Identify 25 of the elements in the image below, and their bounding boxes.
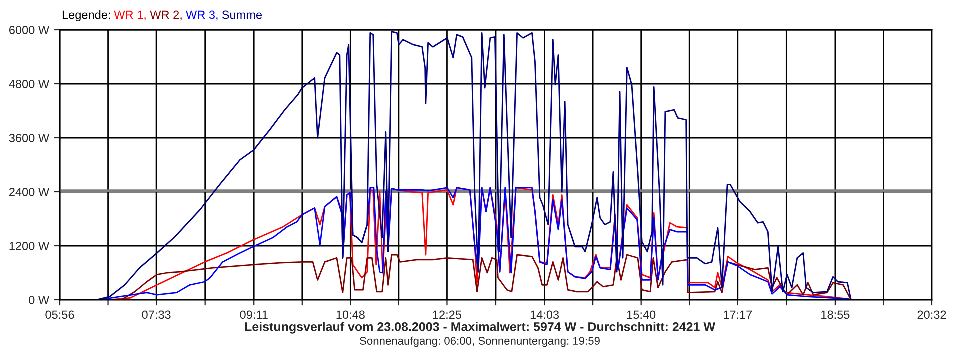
x-tick-label: 20:32: [918, 310, 946, 320]
text: WR 1,: [114, 10, 146, 21]
y-tick-label: 1200 W: [10, 242, 50, 250]
y-tick-label: 2400 W: [9, 188, 50, 196]
line-series: [122, 254, 852, 300]
x-tick-label: 17:17: [724, 310, 752, 319]
x-tick-label: 18:55: [822, 310, 850, 320]
x-tick-label: 14:03: [530, 310, 560, 320]
y-tick-label: 3600 W: [9, 134, 50, 142]
x-tick-label: 05:56: [46, 310, 74, 320]
x-tick-label: 15:40: [627, 310, 656, 320]
x-tick-label: 12:25: [433, 310, 462, 320]
text: Summe: [222, 10, 262, 20]
x-tick-label: 07:33: [142, 310, 171, 320]
y-tick-label: 6000 W: [10, 26, 50, 34]
text: WR 2,: [150, 10, 182, 21]
x-tick-label: 10:48: [336, 310, 365, 320]
text: Sonnenaufgang: 06:00, Sonnenuntergang: 19:59: [360, 336, 600, 348]
x-tick-label: 09:11: [240, 310, 268, 320]
y-tick-label: 4800 W: [9, 80, 50, 88]
text: Leistungsverlauf vom 23.08.2003 - Maximalwert: 5974 W - Durchschnitt: 2421 W: [245, 322, 716, 334]
y-tick-label: 0 W: [29, 296, 50, 304]
text: WR 3,: [186, 10, 218, 21]
legend-title: Legende:: [62, 10, 110, 22]
line-series: [96, 31, 852, 300]
